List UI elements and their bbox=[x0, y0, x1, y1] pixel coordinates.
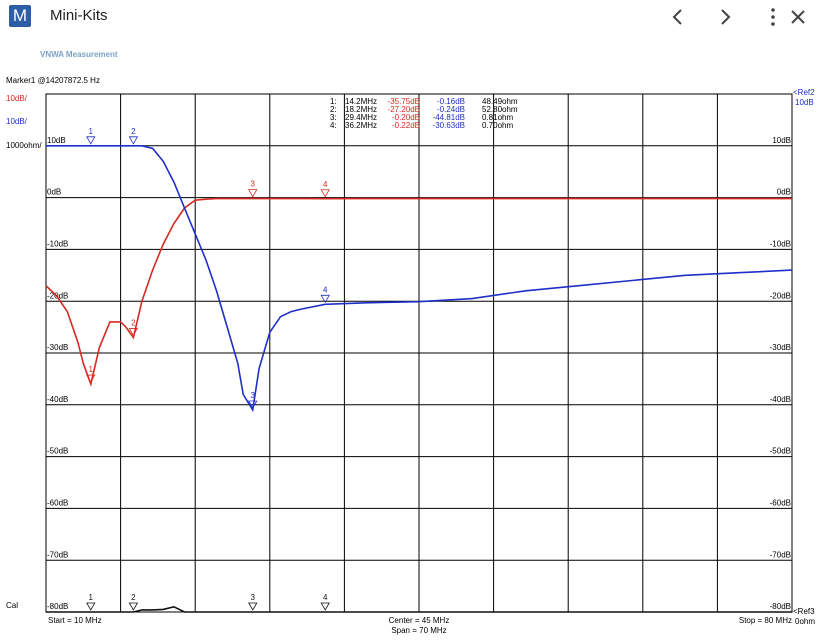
y-tick-label: -20dB bbox=[47, 291, 68, 300]
y-tick-label: 10dB bbox=[772, 136, 791, 145]
y-tick-label: -20dB bbox=[770, 291, 791, 300]
marker-table-cell: 1: bbox=[330, 97, 337, 106]
marker-triangle bbox=[248, 189, 258, 198]
marker-label: 2 bbox=[131, 127, 136, 136]
y-tick-label: -40dB bbox=[770, 395, 791, 404]
ref-label: 0ohm bbox=[795, 617, 815, 626]
marker-table-cell: 29.4MHz bbox=[345, 113, 377, 122]
site-logo[interactable]: M bbox=[9, 5, 31, 27]
y-tick-label: -50dB bbox=[47, 447, 68, 456]
y-tick-label: -70dB bbox=[47, 550, 68, 559]
y-tick-label: 10dB bbox=[47, 136, 66, 145]
marker-triangle bbox=[320, 189, 330, 198]
marker-table-cell: 3: bbox=[330, 113, 337, 122]
ref-label: <Ref3 bbox=[793, 607, 815, 616]
y-tick-label: -50dB bbox=[770, 447, 791, 456]
marker-label: 2 bbox=[131, 593, 136, 602]
cal-label: Cal bbox=[6, 601, 18, 610]
y-tick-label: -10dB bbox=[47, 240, 68, 249]
toolbar bbox=[672, 8, 805, 26]
ref-label: <Ref2 bbox=[793, 88, 815, 97]
marker-triangle bbox=[320, 294, 330, 304]
prev-button[interactable] bbox=[672, 9, 682, 25]
start-label: Start = 10 MHz bbox=[48, 616, 102, 625]
marker-triangle bbox=[248, 400, 258, 409]
y-tick-label: -80dB bbox=[47, 602, 68, 611]
marker-table-cell: -0.24dB bbox=[437, 105, 465, 114]
trace-line bbox=[46, 605, 792, 613]
marker-table-cell: 2: bbox=[330, 105, 337, 114]
marker-table-cell: -44.81dB bbox=[433, 113, 465, 122]
marker-table-cell: 36.2MHz bbox=[345, 121, 377, 130]
y-tick-label: -60dB bbox=[770, 499, 791, 508]
marker-table-cell: -27.20dB bbox=[388, 105, 420, 114]
close-button[interactable] bbox=[791, 10, 805, 24]
marker-label: 1 bbox=[89, 127, 94, 136]
marker-info: Marker1 @14207872.5 Hz bbox=[6, 76, 100, 85]
top-bar: M Mini-Kits bbox=[0, 0, 823, 34]
marker-label: 4 bbox=[323, 593, 328, 602]
more-button[interactable] bbox=[771, 8, 775, 26]
marker-table-cell: 0.70ohm bbox=[482, 121, 513, 130]
stop-label: Stop = 80 MHz bbox=[739, 616, 792, 625]
marker-label: 4 bbox=[323, 180, 328, 189]
marker-table-cell: 0.81ohm bbox=[482, 113, 513, 122]
marker-triangle bbox=[320, 602, 330, 611]
y-tick-label: -60dB bbox=[47, 499, 68, 508]
ref-label: 10dB bbox=[795, 98, 814, 107]
marker-triangle bbox=[128, 328, 139, 337]
marker-triangle bbox=[128, 602, 139, 611]
marker-table-cell: 14.2MHz bbox=[345, 97, 377, 106]
marker-table-cell: -0.16dB bbox=[437, 97, 465, 106]
marker-table-cell: -0.22dB bbox=[392, 121, 420, 130]
y-tick-label: -70dB bbox=[770, 550, 791, 559]
marker-triangle bbox=[86, 374, 96, 383]
marker-triangle bbox=[86, 136, 96, 145]
center-label: Center = 45 MHz bbox=[389, 616, 450, 625]
y-tick-label: -10dB bbox=[770, 240, 791, 249]
marker-triangle bbox=[86, 602, 96, 611]
marker-label: 3 bbox=[251, 593, 256, 602]
marker-label: 1 bbox=[89, 593, 94, 602]
scale-label: 10dB/ bbox=[6, 117, 28, 126]
marker-label: 4 bbox=[323, 285, 328, 294]
y-tick-label: -80dB bbox=[770, 602, 791, 611]
next-button[interactable] bbox=[721, 9, 731, 25]
marker-table-cell: 4: bbox=[330, 121, 337, 130]
trace-line bbox=[46, 145, 793, 413]
marker-label: 3 bbox=[251, 180, 256, 189]
site-name[interactable]: Mini-Kits bbox=[50, 7, 108, 24]
marker-triangle bbox=[248, 602, 258, 611]
marker-label: 2 bbox=[131, 319, 136, 328]
scale-label: 1000ohm/ bbox=[6, 141, 42, 150]
span-label: Span = 70 MHz bbox=[391, 626, 446, 635]
y-tick-label: -40dB bbox=[47, 395, 68, 404]
marker-table-cell: 48.49ohm bbox=[482, 97, 518, 106]
y-tick-label: 0dB bbox=[777, 188, 791, 197]
marker-triangle bbox=[128, 136, 139, 145]
marker-table-cell: -30.63dB bbox=[433, 121, 465, 130]
y-tick-label: -30dB bbox=[770, 343, 791, 352]
trace-line bbox=[45, 197, 792, 387]
marker-table-cell: -0.20dB bbox=[392, 113, 420, 122]
marker-table-cell: 18.2MHz bbox=[345, 105, 377, 114]
marker-label: 3 bbox=[251, 391, 256, 400]
y-tick-label: 0dB bbox=[47, 188, 61, 197]
y-tick-label: -30dB bbox=[47, 343, 68, 352]
marker-table-cell: -35.75dB bbox=[388, 97, 420, 106]
marker-table-cell: 52.80ohm bbox=[482, 105, 518, 114]
chart: VNWA Measurement Marker1 @14207872.5 Hz … bbox=[6, 50, 815, 635]
marker-label: 1 bbox=[89, 365, 94, 374]
scale-label: 10dB/ bbox=[6, 94, 28, 103]
chart-title: VNWA Measurement bbox=[40, 50, 118, 59]
